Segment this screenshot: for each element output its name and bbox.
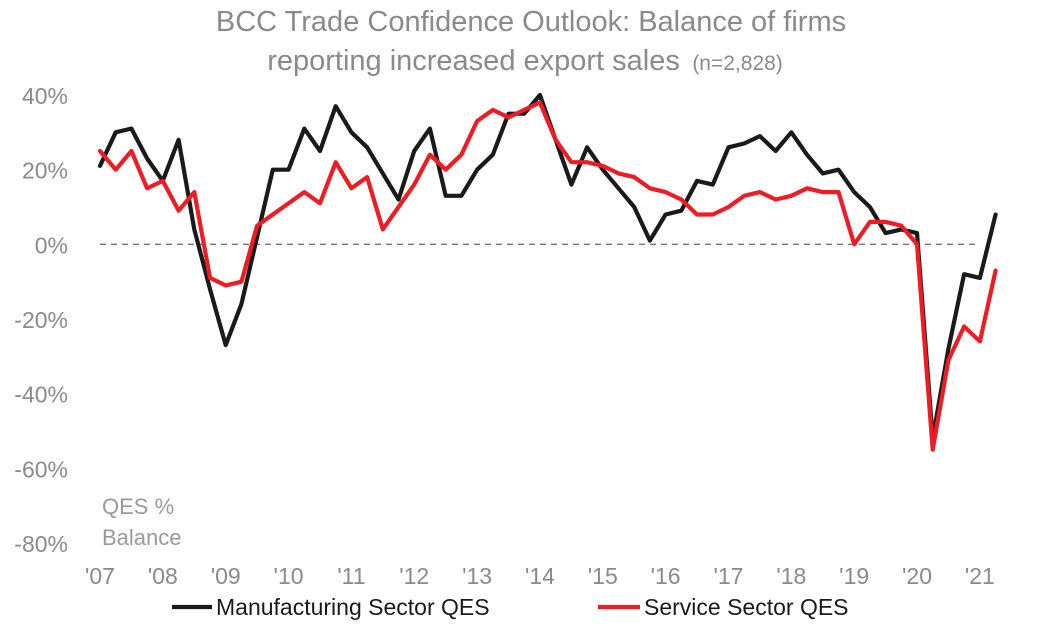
- chart-title-line1: BCC Trade Confidence Outlook: Balance of…: [216, 6, 846, 38]
- x-tick-label: '16: [651, 563, 681, 589]
- y-axis-tick-labels: 40% 20% 0% -20% -40% -60% -80%: [14, 83, 68, 557]
- chart-title-line2-main: reporting increased export sales: [267, 45, 680, 77]
- y-tick-label: -60%: [14, 456, 68, 482]
- x-tick-label: '07: [85, 563, 115, 589]
- y-tick-label: 40%: [22, 83, 68, 109]
- y-tick-label: -20%: [14, 307, 68, 333]
- x-tick-label: '15: [588, 563, 618, 589]
- y-tick-label: 0%: [35, 232, 68, 258]
- x-tick-label: '18: [776, 563, 806, 589]
- y-tick-label: -40%: [14, 382, 68, 408]
- chart-title-sample-note: (n=2,828): [692, 52, 782, 75]
- legend-label-manufacturing: Manufacturing Sector QES: [216, 594, 490, 620]
- x-tick-label: '11: [337, 563, 365, 589]
- x-tick-label: '09: [211, 563, 241, 589]
- x-tick-label: '12: [399, 563, 429, 589]
- y-tick-label: 20%: [22, 158, 68, 184]
- legend: Manufacturing Sector QES Service Sector Q…: [172, 594, 849, 620]
- series-line-manufacturing: [97, 92, 998, 441]
- series-lines: [97, 92, 998, 452]
- x-tick-label: '13: [462, 563, 492, 589]
- x-tick-label: '14: [525, 563, 555, 589]
- legend-label-service: Service Sector QES: [644, 594, 849, 620]
- chart-title-line2: reporting increased export sales (n=2,82…: [267, 45, 783, 77]
- x-tick-label: '10: [274, 563, 304, 589]
- x-axis-tick-labels: '07 '08 '09 '10 '11 '12 '13 '14 '15 '16 '17 '18 '19 '…: [85, 563, 995, 589]
- y-axis-label-line2: Balance: [102, 525, 182, 550]
- x-tick-label: '19: [839, 563, 869, 589]
- x-tick-label: '08: [148, 563, 178, 589]
- x-tick-label: '21: [965, 563, 995, 589]
- series-line-service: [97, 100, 998, 452]
- x-tick-label: '17: [713, 563, 743, 589]
- x-tick-label: '20: [902, 563, 932, 589]
- y-tick-label: -80%: [14, 531, 68, 557]
- y-axis-label-line1: QES %: [102, 494, 174, 519]
